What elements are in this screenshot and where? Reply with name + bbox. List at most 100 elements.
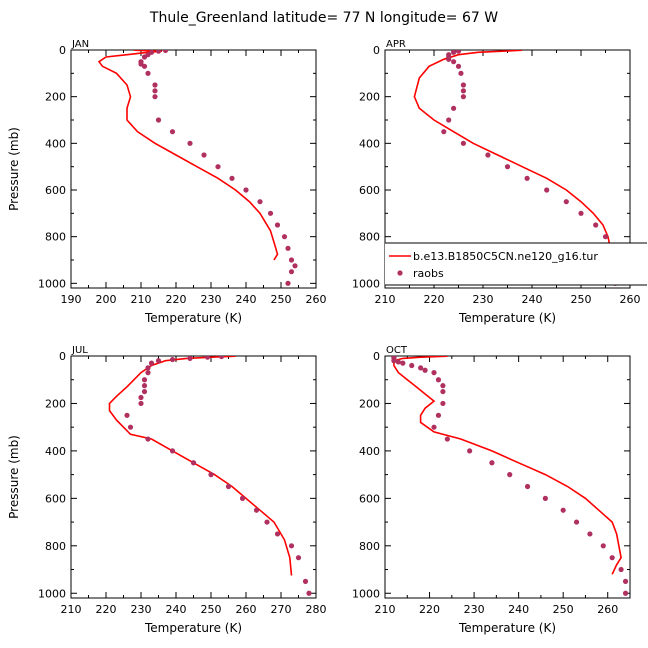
obs-point [243, 187, 249, 193]
obs-point [444, 436, 450, 442]
obs-point [451, 50, 457, 55]
obs-point [587, 531, 593, 537]
obs-point [485, 152, 491, 158]
x-tick-label: 240 [236, 293, 257, 306]
model-series-line [393, 356, 622, 575]
obs-point [524, 483, 531, 490]
obs-point [622, 578, 629, 584]
y-tick-label: 800 [45, 540, 66, 553]
y-tick-label: 1000 [352, 587, 380, 600]
y-tick-label: 0 [373, 44, 380, 57]
x-tick-label: 230 [473, 293, 494, 306]
obs-point [152, 82, 158, 88]
legend-box [385, 243, 647, 285]
obs-point [257, 199, 263, 205]
obs-point [593, 222, 599, 228]
obs-point [563, 199, 569, 205]
obs-point [458, 70, 464, 76]
y-tick-label: 400 [359, 445, 380, 458]
obs-point [274, 222, 281, 228]
obs-point [225, 483, 232, 490]
obs-point [460, 140, 466, 146]
obs-point [435, 377, 442, 383]
y-tick-label: 0 [59, 350, 66, 363]
y-tick-label: 0 [59, 44, 66, 57]
legend-obs-swatch [397, 270, 403, 276]
plot-frame [70, 355, 317, 599]
x-tick-label: 260 [236, 603, 257, 616]
obs-point [460, 82, 466, 88]
y-tick-label: 1000 [38, 587, 66, 600]
panel-label-oct: OCT [386, 345, 408, 356]
panel-jul: 210 220 230 240 250 260 270 280 0 200 400 600 800 100… [7, 345, 327, 635]
model-series-line [97, 50, 279, 261]
series-group [97, 50, 298, 286]
x-tick-label: 240 [522, 293, 543, 306]
panel-oct: 210 220 230 240 250 260 0 200 400 600 800 1000 Tempe… [352, 345, 631, 635]
obs-point [431, 370, 437, 376]
obs-point [124, 412, 130, 418]
obs-point [155, 50, 162, 54]
obs-point [460, 94, 466, 100]
obs-point [264, 519, 270, 525]
obs-point [187, 140, 193, 146]
obs-point [573, 519, 580, 525]
obs-point [622, 590, 629, 596]
obs-point [431, 424, 437, 430]
obs-point [285, 280, 291, 286]
panel-label-jan: JAN [71, 39, 89, 50]
obs-point [602, 234, 609, 240]
obs-point [145, 370, 151, 376]
y-tick-label: 0 [373, 350, 380, 363]
obs-point [455, 50, 462, 54]
obs-point [400, 360, 406, 366]
x-axis-title: Temperature (K) [458, 621, 556, 635]
x-tick-label: 240 [166, 603, 187, 616]
x-axis-title: Temperature (K) [144, 621, 242, 635]
x-axis-title: Temperature (K) [458, 311, 556, 325]
obs-point [145, 365, 151, 371]
y-tick-label: 1000 [352, 277, 380, 290]
obs-point [618, 566, 624, 573]
obs-point [127, 424, 134, 430]
obs-point [208, 472, 214, 478]
obs-point [302, 578, 309, 584]
obs-point [215, 164, 221, 170]
obs-point [141, 377, 148, 383]
series-group [108, 356, 312, 596]
y-tick-label: 200 [359, 397, 380, 410]
panel-label-jul: JUL [71, 345, 88, 356]
x-tick-label: 250 [201, 603, 222, 616]
x-tick-label: 210 [61, 603, 82, 616]
x-axis-title: Temperature (K) [144, 311, 242, 325]
obs-point [542, 495, 548, 501]
panel-apr: 210 220 230 240 250 260 0 200 400 600 800 1000 Tempe… [352, 39, 647, 325]
y-tick-label: 800 [359, 540, 380, 553]
obs-point [440, 383, 446, 389]
obs-point [169, 129, 176, 135]
obs-point [418, 365, 424, 371]
chart-title: Thule_Greenland latitude= 77 N longitude… [149, 10, 498, 26]
obs-point [162, 50, 169, 54]
model-series-line [413, 50, 612, 249]
obs-point [306, 590, 312, 596]
legend-obs-label: raobs [413, 267, 444, 280]
x-tick-label: 270 [271, 603, 292, 616]
obs-point [274, 531, 281, 537]
obs-point [218, 356, 225, 360]
x-tick-label: 190 [61, 293, 82, 306]
obs-point [451, 59, 457, 65]
obs-point [253, 507, 260, 513]
obs-point [267, 210, 274, 216]
obs-point [155, 117, 162, 123]
obs-point [609, 555, 615, 561]
obs-point [295, 555, 302, 561]
y-axis-title: Pressure (mb) [7, 435, 21, 519]
obs-point [440, 388, 446, 395]
obs-point [138, 400, 144, 407]
model-series-line [108, 356, 293, 576]
obs-point [169, 356, 176, 363]
obs-point [560, 507, 566, 513]
y-tick-label: 800 [45, 231, 66, 244]
y-tick-label: 200 [45, 91, 66, 104]
